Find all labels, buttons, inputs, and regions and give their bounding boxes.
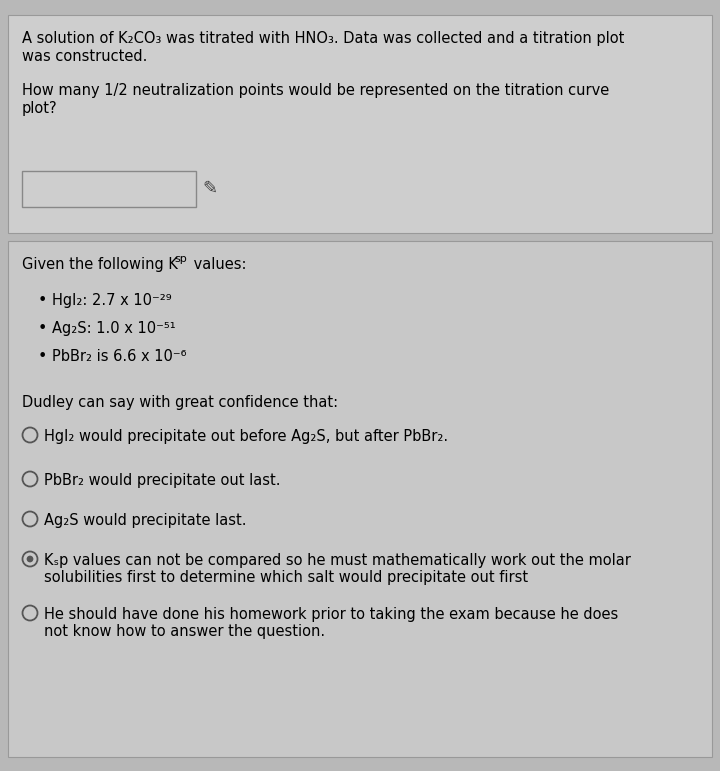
- Text: •: •: [38, 349, 48, 364]
- Text: values:: values:: [189, 257, 246, 272]
- Text: plot?: plot?: [22, 101, 58, 116]
- Text: HgI₂ would precipitate out before Ag₂S, but after PbBr₂.: HgI₂ would precipitate out before Ag₂S, …: [44, 429, 448, 444]
- FancyBboxPatch shape: [8, 241, 712, 757]
- Text: Dudley can say with great confidence that:: Dudley can say with great confidence tha…: [22, 395, 338, 410]
- FancyBboxPatch shape: [8, 15, 712, 233]
- Text: HgI₂: 2.7 x 10⁻²⁹: HgI₂: 2.7 x 10⁻²⁹: [52, 293, 171, 308]
- Circle shape: [27, 556, 33, 562]
- Text: How many 1/2 neutralization points would be represented on the titration curve: How many 1/2 neutralization points would…: [22, 83, 609, 98]
- Text: Given the following K: Given the following K: [22, 257, 178, 272]
- Text: PbBr₂ is 6.6 x 10⁻⁶: PbBr₂ is 6.6 x 10⁻⁶: [52, 349, 186, 364]
- Text: Kₛp values can not be compared so he must mathematically work out the molar: Kₛp values can not be compared so he mus…: [44, 553, 631, 568]
- Text: Ag₂S: 1.0 x 10⁻⁵¹: Ag₂S: 1.0 x 10⁻⁵¹: [52, 321, 176, 336]
- Text: He should have done his homework prior to taking the exam because he does: He should have done his homework prior t…: [44, 607, 618, 622]
- Text: •: •: [38, 321, 48, 336]
- Text: solubilities first to determine which salt would precipitate out first: solubilities first to determine which sa…: [44, 570, 528, 585]
- Text: not know how to answer the question.: not know how to answer the question.: [44, 624, 325, 639]
- Text: was constructed.: was constructed.: [22, 49, 148, 64]
- Text: sp: sp: [174, 254, 186, 264]
- Text: PbBr₂ would precipitate out last.: PbBr₂ would precipitate out last.: [44, 473, 281, 488]
- Text: ✎: ✎: [202, 180, 217, 198]
- Text: •: •: [38, 293, 48, 308]
- Text: Ag₂S would precipitate last.: Ag₂S would precipitate last.: [44, 513, 246, 528]
- Text: A solution of K₂CO₃ was titrated with HNO₃. Data was collected and a titration p: A solution of K₂CO₃ was titrated with HN…: [22, 31, 624, 46]
- FancyBboxPatch shape: [22, 171, 196, 207]
